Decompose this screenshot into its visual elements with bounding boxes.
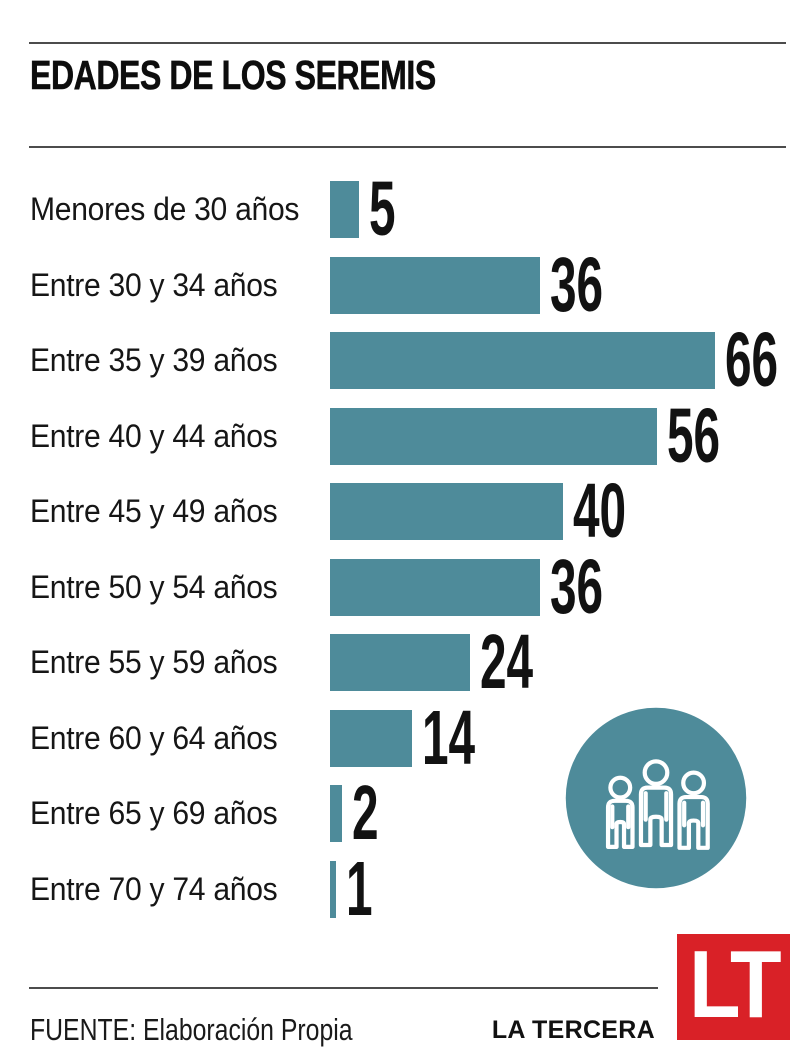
category-label: Entre 60 y 64 años: [30, 719, 278, 756]
value-label: 5: [369, 166, 396, 253]
person-figure-small: [605, 775, 635, 849]
category-label: Entre 55 y 59 años: [30, 644, 278, 681]
source-text: FUENTE: Elaboración Propia: [30, 1012, 353, 1047]
chart-row: Entre 30 y 34 años 36: [30, 241, 800, 328]
bar-chart: Menores de 30 años 5 Entre 30 y 34 años 36 E…: [30, 166, 800, 932]
value-label: 66: [725, 317, 779, 404]
bar: [330, 483, 564, 541]
chart-row: Entre 55 y 59 años 24: [30, 619, 800, 706]
chart-row: Menores de 30 años 5: [30, 166, 800, 253]
bar: [330, 785, 342, 843]
chart-title: EDADES DE LOS SEREMIS: [30, 52, 437, 99]
bar: [330, 407, 657, 465]
chart-row: Entre 60 y 64 años 14: [30, 694, 800, 781]
bar: [330, 558, 540, 616]
lt-logo-text: LT: [689, 931, 782, 1038]
people-group-icon: [565, 707, 747, 889]
value-label: 36: [550, 241, 604, 328]
category-label: Entre 40 y 44 años: [30, 417, 278, 454]
category-label: Entre 45 y 49 años: [30, 493, 278, 530]
value-label: 40: [573, 468, 627, 555]
bar: [330, 332, 715, 390]
chart-row: Entre 70 y 74 años 1: [30, 845, 800, 932]
value-label: 56: [666, 392, 720, 479]
category-label: Entre 70 y 74 años: [30, 870, 278, 907]
chart-row: Entre 45 y 49 años 40: [30, 468, 800, 555]
category-label: Entre 35 y 39 años: [30, 342, 278, 379]
people-circle-background: [565, 707, 747, 889]
person-figure-medium: [677, 770, 710, 850]
category-label: Entre 65 y 69 años: [30, 795, 278, 832]
category-label: Menores de 30 años: [30, 191, 300, 228]
category-label: Entre 30 y 34 años: [30, 266, 278, 303]
chart-row: Entre 40 y 44 años 56: [30, 392, 800, 479]
value-label: 14: [421, 694, 475, 781]
chart-row: Entre 65 y 69 años 2: [30, 770, 800, 857]
value-label: 2: [351, 770, 379, 857]
value-label: 24: [480, 619, 534, 706]
header-rule: [29, 146, 786, 148]
bar: [330, 181, 360, 239]
bar: [330, 634, 470, 692]
bar: [330, 256, 540, 314]
category-label: Entre 50 y 54 años: [30, 568, 278, 605]
brand-text: LA TERCERA: [491, 1016, 655, 1044]
bar: [330, 709, 412, 767]
chart-row: Entre 35 y 39 años 66: [30, 317, 800, 404]
top-rule: [29, 42, 786, 44]
lt-logo: LT: [677, 934, 790, 1040]
person-figure-tall: [638, 759, 674, 848]
footer-rule: [29, 987, 658, 989]
value-label: 1: [345, 845, 373, 932]
bar: [330, 860, 336, 918]
chart-row: Entre 50 y 54 años 36: [30, 543, 800, 630]
value-label: 36: [550, 543, 604, 630]
